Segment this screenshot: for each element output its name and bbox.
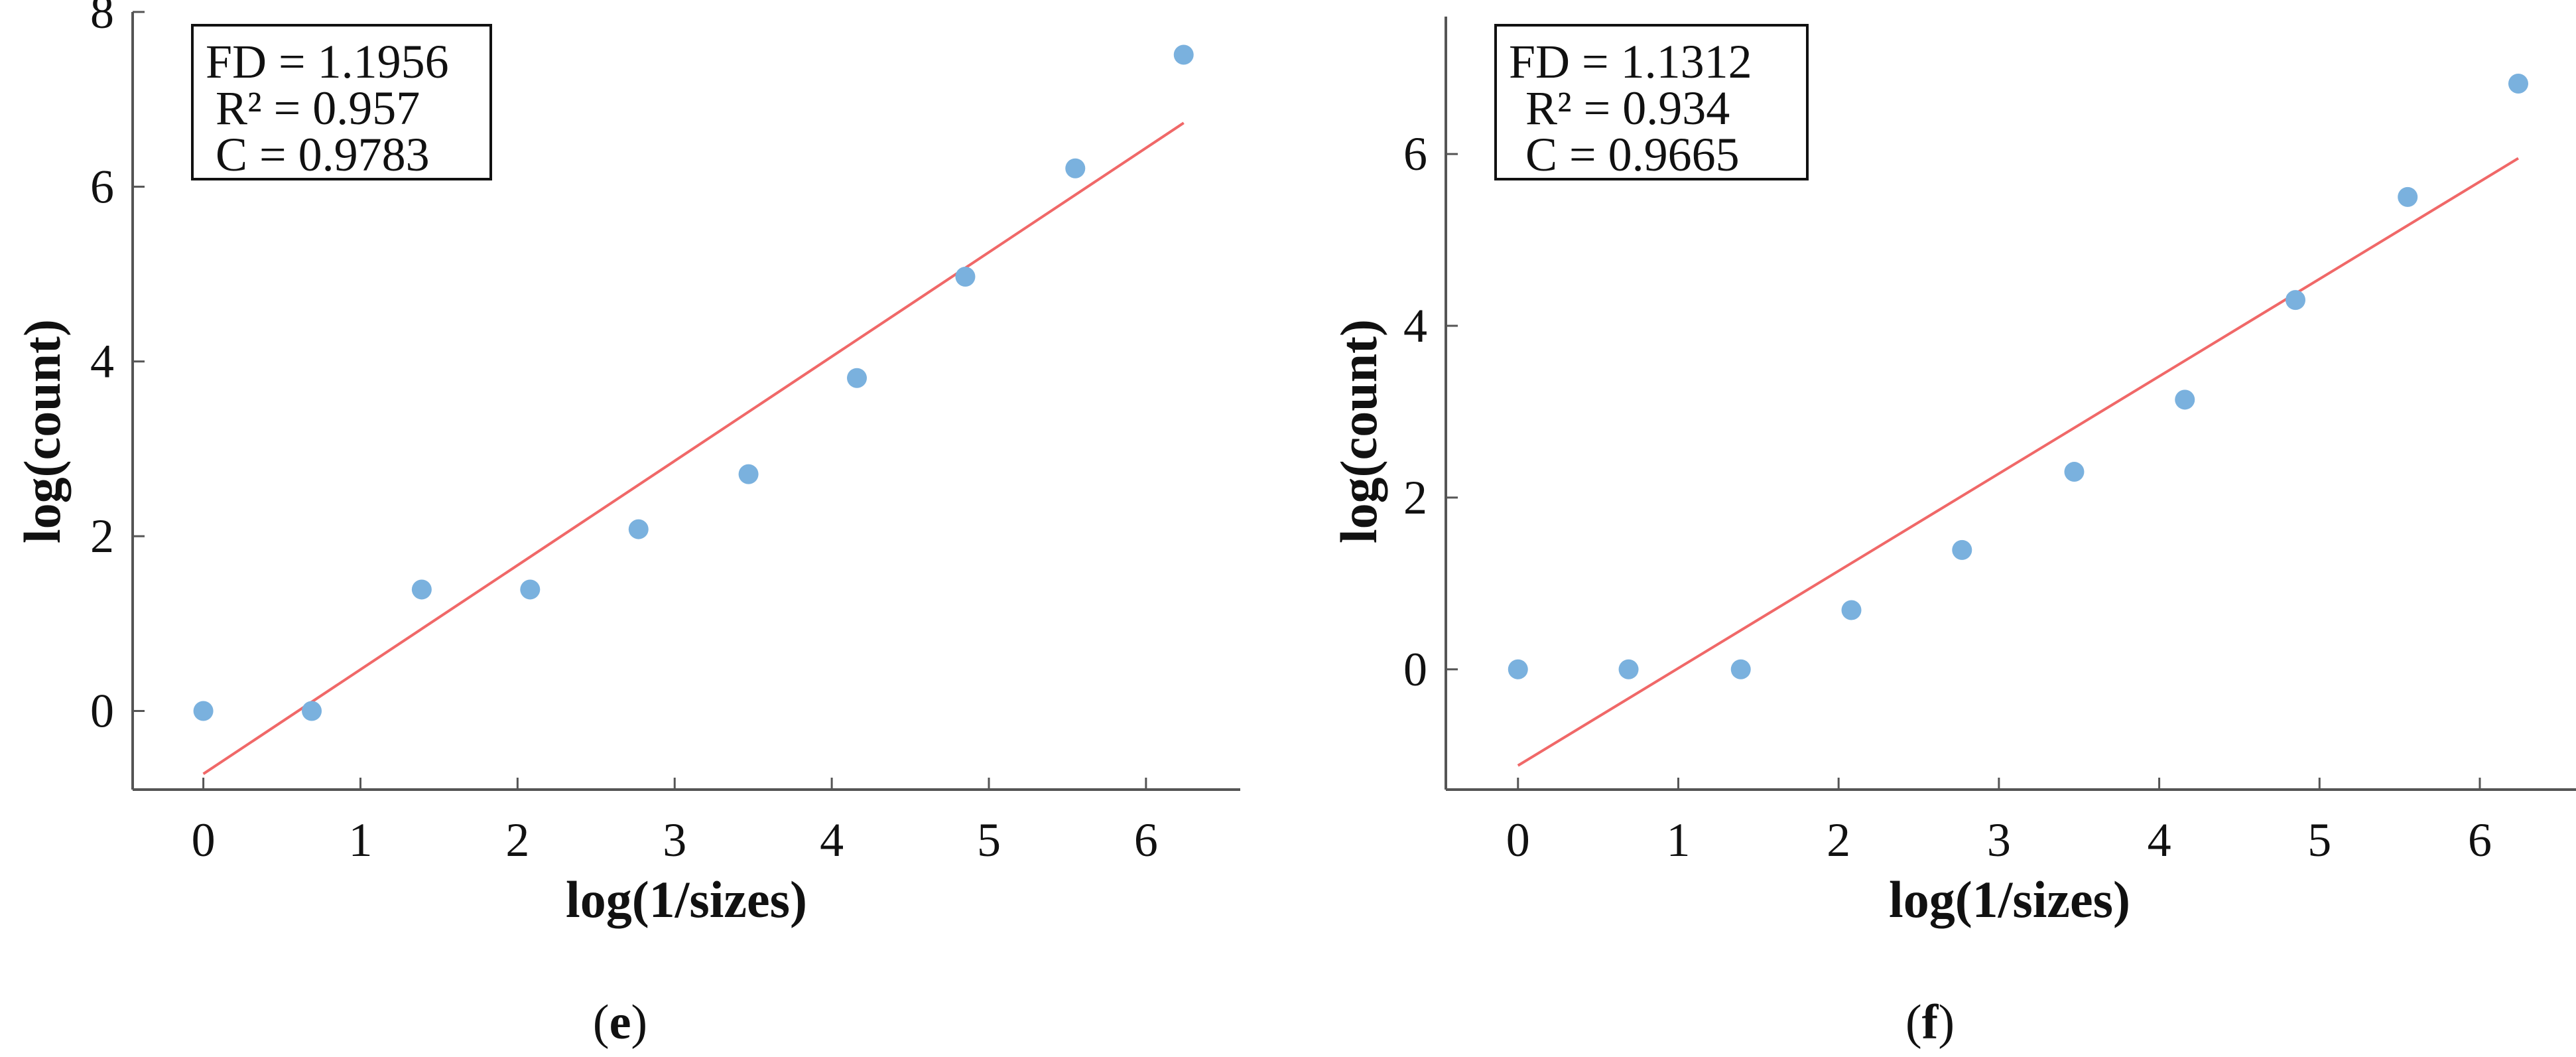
panel-label: (e) — [593, 995, 647, 1050]
data-point — [1508, 659, 1528, 679]
x-tick-label: 2 — [505, 813, 529, 867]
x-tick-label: 1 — [348, 813, 372, 867]
x-tick-label: 0 — [1506, 813, 1530, 867]
y-tick-label: 0 — [1403, 643, 1427, 696]
data-point — [1841, 600, 1862, 620]
x-tick-label: 0 — [192, 813, 216, 867]
x-tick-label: 1 — [1666, 813, 1690, 867]
stat-r2: R² = 0.957 — [216, 82, 420, 135]
data-point — [1618, 659, 1639, 679]
data-point — [2508, 73, 2528, 94]
data-point — [738, 464, 759, 484]
data-point — [1173, 44, 1194, 65]
x-axis-title: log(1/sizes) — [566, 871, 807, 928]
data-point — [2175, 389, 2195, 410]
data-point — [847, 368, 868, 388]
y-ticks: 0 2 4 6 8 — [90, 0, 145, 737]
data-point — [2064, 462, 2085, 482]
y-tick-label: 2 — [1403, 471, 1427, 524]
x-tick-label: 5 — [2307, 813, 2331, 867]
data-point — [1065, 158, 1086, 178]
stat-fd: FD = 1.1312 — [1509, 35, 1752, 88]
data-point — [1730, 659, 1751, 679]
fit-line — [1517, 157, 2520, 767]
stat-c: C = 0.9665 — [1525, 128, 1740, 181]
data-point — [193, 701, 214, 721]
y-tick-label: 4 — [90, 335, 114, 388]
data-point — [411, 579, 432, 600]
x-tick-label: 6 — [2468, 813, 2492, 867]
data-point — [302, 701, 322, 721]
y-axis-title: log(count) — [13, 319, 71, 543]
y-axis-title: log(count) — [1330, 319, 1387, 543]
y-tick-label: 8 — [90, 0, 114, 38]
y-tick-label: 2 — [90, 510, 114, 563]
data-points — [1508, 73, 2528, 679]
x-tick-label: 6 — [1134, 813, 1158, 867]
data-point — [628, 519, 649, 539]
data-point — [2398, 186, 2418, 207]
stats-box — [191, 24, 492, 180]
data-point — [955, 267, 976, 287]
x-tick-label: 4 — [820, 813, 844, 867]
stat-c: C = 0.9783 — [216, 128, 430, 181]
x-tick-label: 2 — [1827, 813, 1850, 867]
x-tick-label: 5 — [977, 813, 1001, 867]
x-tick-label: 3 — [1987, 813, 2011, 867]
panel-f: 0 2 4 6 0 1 2 3 4 5 6 FD = 1.1312 R² = 0.934 C = … — [1330, 17, 2576, 1050]
y-tick-label: 0 — [90, 684, 114, 737]
stats-box — [1494, 24, 1809, 180]
data-point — [1952, 539, 1972, 560]
y-tick-label: 6 — [90, 160, 114, 213]
y-tick-label: 6 — [1403, 127, 1427, 180]
y-tick-label: 4 — [1403, 299, 1427, 352]
x-tick-label: 4 — [2148, 813, 2171, 867]
x-axis-title: log(1/sizes) — [1889, 871, 2130, 928]
data-point — [520, 579, 541, 600]
fit-line — [202, 121, 1185, 775]
data-points — [193, 44, 1194, 721]
x-ticks: 0 1 2 3 4 5 6 — [192, 778, 1158, 867]
panel-label: (f) — [1905, 995, 1955, 1050]
x-tick-label: 3 — [663, 813, 686, 867]
data-point — [2286, 290, 2306, 311]
stat-fd: FD = 1.1956 — [206, 35, 449, 88]
panel-e: 0 2 4 6 8 0 1 2 3 4 5 6 FD = 1.1956 R² = 0.957 C =… — [13, 0, 1240, 1050]
y-ticks: 0 2 4 6 — [1403, 127, 1458, 696]
x-ticks: 0 1 2 3 4 5 6 — [1506, 778, 2492, 867]
stat-r2: R² = 0.934 — [1525, 82, 1730, 135]
